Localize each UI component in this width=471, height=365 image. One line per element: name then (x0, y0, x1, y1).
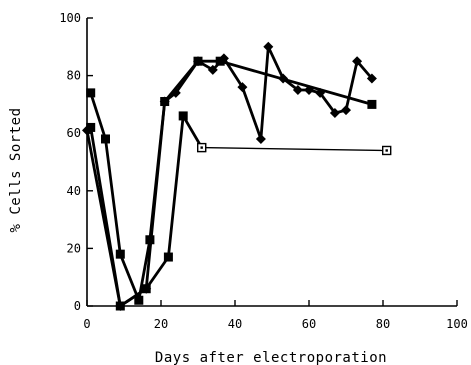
diamond-marker (255, 133, 266, 144)
y-tick-label: 100 (59, 11, 81, 25)
open-square-dot (200, 146, 203, 149)
diamond-marker (82, 125, 92, 136)
diamond-marker (170, 87, 181, 98)
y-tick-label: 0 (74, 299, 81, 313)
y-tick-label: 20 (67, 241, 81, 255)
x-tick-label: 0 (83, 317, 90, 331)
square-marker (86, 122, 96, 132)
diamond-marker (218, 53, 229, 64)
series-markers (82, 41, 392, 311)
series-line-1 (89, 59, 373, 302)
series-lines (85, 45, 387, 308)
diamond-marker (304, 85, 314, 95)
series-line-3 (201, 146, 387, 152)
square-marker (101, 134, 110, 144)
diamond-marker (237, 82, 248, 93)
y-tick-label: 60 (67, 126, 81, 140)
diamond-marker (341, 105, 351, 116)
series-line-4 (85, 45, 373, 308)
x-tick-label: 40 (228, 317, 242, 331)
x-axis-label: Days after electroporation (155, 350, 387, 365)
tick-labels: 0 20 40 60 80 100 0 20 40 60 80 100 (59, 11, 468, 331)
diamond-marker (263, 41, 274, 52)
x-tick-label: 60 (302, 317, 316, 331)
square-marker (115, 249, 125, 259)
square-marker (215, 56, 225, 66)
x-tick-label: 80 (376, 317, 390, 331)
square-marker (163, 252, 173, 262)
square-marker (134, 295, 144, 305)
diamond-marker (366, 73, 377, 84)
square-marker (145, 235, 155, 245)
open-square-dot (385, 149, 388, 152)
x-tick-label: 100 (446, 317, 468, 331)
square-marker (367, 99, 377, 109)
x-tick-label: 20 (154, 317, 168, 331)
diamond-marker (115, 301, 126, 311)
y-axis-label: % Cells Sorted (8, 107, 24, 232)
diamond-marker (207, 64, 218, 75)
diamond-marker (193, 56, 203, 67)
diamond-marker (352, 56, 363, 67)
y-tick-label: 40 (67, 184, 81, 198)
diamond-marker (159, 96, 170, 107)
y-tick-label: 80 (67, 69, 81, 83)
diamond-marker (329, 108, 340, 119)
square-marker (86, 88, 96, 98)
square-marker (178, 111, 188, 121)
diamond-marker (315, 87, 326, 98)
axes (86, 17, 458, 307)
diamond-marker (141, 283, 152, 294)
diamond-marker (292, 85, 303, 95)
diamond-marker (278, 73, 289, 84)
